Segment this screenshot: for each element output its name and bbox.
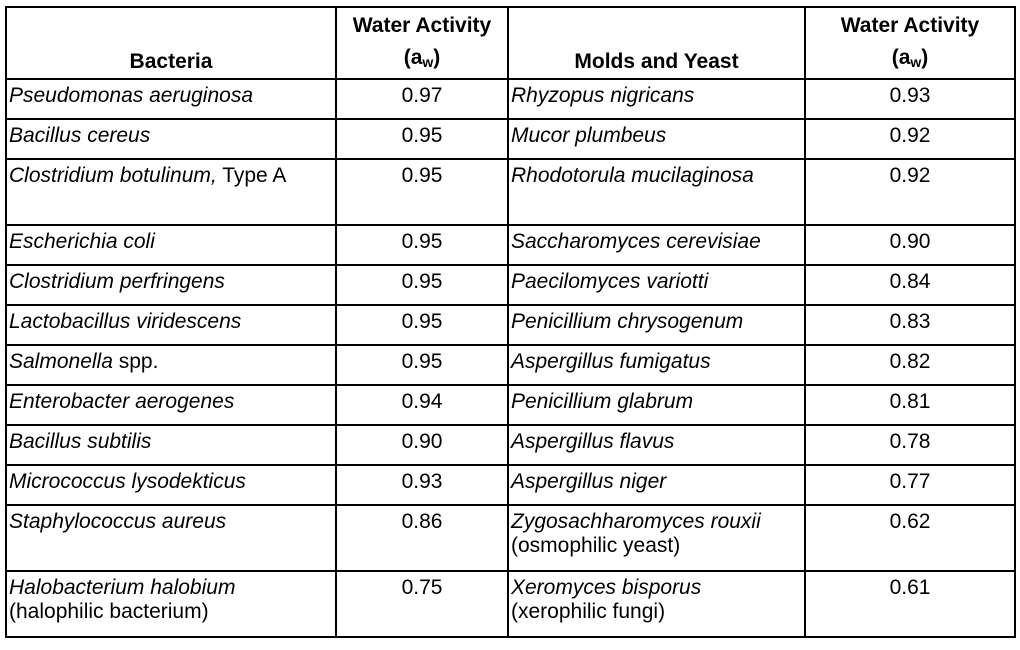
species-name: Micrococcus lysodekticus [9,470,246,493]
species-name: Enterobacter aerogenes [9,390,235,413]
mold-cell: Aspergillus flavus [507,424,806,466]
mold-cell: Rhyzopus nigricans [507,78,806,120]
species-name: Aspergillus flavus [511,430,675,453]
bacteria-aw-cell: 0.93 [335,464,509,506]
table-row: Staphylococcus aureus 0.86 Zygosachharomyc… [5,504,1016,572]
mold-aw-cell: 0.90 [804,224,1016,266]
water-activity-table: Bacteria Water Activity (aw) Molds and Ye… [5,6,1016,638]
header-row: Bacteria Water Activity (aw) Molds and Ye… [5,6,1016,80]
mold-cell: Penicillium chrysogenum [507,304,806,346]
bacteria-cell: Staphylococcus aureus [5,504,337,572]
header-water-activity-bacteria: Water Activity (aw) [335,6,509,80]
mold-cell: Aspergillus fumigatus [507,344,806,386]
bacteria-cell: Clostridium botulinum, Type A [5,158,337,226]
mold-aw-cell: 0.62 [804,504,1016,572]
header-water-activity-molds: Water Activity (aw) [804,6,1016,80]
table-row: Salmonella spp. 0.95 Aspergillus fumigatus… [5,344,1016,386]
table-row: Micrococcus lysodekticus 0.93 Aspergillus … [5,464,1016,506]
table-row: Bacillus subtilis 0.90 Aspergillus flavus 0… [5,424,1016,466]
species-name: Clostridium perfringens [9,270,225,293]
table-row: Enterobacter aerogenes 0.94 Penicillium gl… [5,384,1016,426]
bacteria-aw-cell: 0.90 [335,424,509,466]
species-name: Bacillus cereus [9,124,151,147]
mold-cell: Zygosachharomyces rouxii (osmophilic yeas… [507,504,806,572]
table-row: Halobacterium halobium (halophilic bacter… [5,570,1016,638]
bacteria-cell: Bacillus cereus [5,118,337,160]
mold-cell: Penicillium glabrum [507,384,806,426]
species-name: Pseudomonas aeruginosa [9,84,254,107]
table-row: Escherichia coli 0.95 Saccharomyces cerevi… [5,224,1016,266]
species-name: Lactobacillus viridescens [9,310,242,333]
bacteria-aw-cell: 0.97 [335,78,509,120]
species-name: Rhodotorula mucilaginosa [511,164,754,187]
bacteria-cell: Salmonella spp. [5,344,337,386]
species-note: (xerophilic fungi) [511,600,666,623]
table-row: Lactobacillus viridescens 0.95 Penicillium… [5,304,1016,346]
mold-aw-cell: 0.78 [804,424,1016,466]
mold-aw-cell: 0.81 [804,384,1016,426]
bacteria-aw-cell: 0.95 [335,118,509,160]
mold-aw-cell: 0.84 [804,264,1016,306]
bacteria-aw-cell: 0.94 [335,384,509,426]
species-name: Saccharomyces cerevisiae [511,230,761,253]
mold-aw-cell: 0.83 [804,304,1016,346]
species-name: Escherichia coli [9,230,155,253]
species-note: (osmophilic yeast) [511,534,681,557]
mold-cell: Mucor plumbeus [507,118,806,160]
species-note: spp. [112,350,159,373]
mold-cell: Aspergillus niger [507,464,806,506]
mold-aw-cell: 0.82 [804,344,1016,386]
bacteria-cell: Micrococcus lysodekticus [5,464,337,506]
bacteria-cell: Clostridium perfringens [5,264,337,306]
mold-cell: Paecilomyces variotti [507,264,806,306]
bacteria-aw-cell: 0.86 [335,504,509,572]
species-name: Bacillus subtilis [9,430,152,453]
bacteria-aw-cell: 0.95 [335,264,509,306]
mold-aw-cell: 0.92 [804,158,1016,226]
bacteria-cell: Pseudomonas aeruginosa [5,78,337,120]
species-note: Type A [216,164,287,187]
species-name: Penicillium chrysogenum [511,310,744,333]
species-name: Staphylococcus aureus [9,510,227,533]
bacteria-cell: Bacillus subtilis [5,424,337,466]
species-name: Aspergillus fumigatus [511,350,711,373]
mold-aw-cell: 0.61 [804,570,1016,638]
mold-cell: Saccharomyces cerevisiae [507,224,806,266]
mold-cell: Rhodotorula mucilaginosa [507,158,806,226]
species-name: Clostridium botulinum, [9,164,217,187]
bacteria-aw-cell: 0.95 [335,304,509,346]
bacteria-cell: Enterobacter aerogenes [5,384,337,426]
bacteria-cell: Escherichia coli [5,224,337,266]
species-name: Salmonella [9,350,113,373]
species-name: Zygosachharomyces rouxii [511,510,761,533]
table-row: Clostridium perfringens 0.95 Paecilomyces … [5,264,1016,306]
bacteria-cell: Halobacterium halobium (halophilic bacter… [5,570,337,638]
species-name: Paecilomyces variotti [511,270,709,293]
table-row: Bacillus cereus 0.95 Mucor plumbeus 0.92 [5,118,1016,160]
header-bacteria: Bacteria [5,6,337,80]
bacteria-aw-cell: 0.75 [335,570,509,638]
species-name: Halobacterium halobium [9,576,236,599]
species-name: Xeromyces bisporus [511,576,702,599]
species-name: Aspergillus niger [511,470,667,493]
header-molds-yeast: Molds and Yeast [507,6,806,80]
table-row: Clostridium botulinum, Type A 0.95 Rhodoto… [5,158,1016,226]
bacteria-aw-cell: 0.95 [335,224,509,266]
species-name: Penicillium glabrum [511,390,694,413]
table-row: Pseudomonas aeruginosa 0.97 Rhyzopus nigri… [5,78,1016,120]
species-name: Rhyzopus nigricans [511,84,695,107]
mold-aw-cell: 0.93 [804,78,1016,120]
bacteria-cell: Lactobacillus viridescens [5,304,337,346]
bacteria-aw-cell: 0.95 [335,344,509,386]
mold-aw-cell: 0.77 [804,464,1016,506]
species-name: Mucor plumbeus [511,124,667,147]
mold-cell: Xeromyces bisporus (xerophilic fungi) [507,570,806,638]
mold-aw-cell: 0.92 [804,118,1016,160]
species-note: (halophilic bacterium) [9,600,209,623]
bacteria-aw-cell: 0.95 [335,158,509,226]
